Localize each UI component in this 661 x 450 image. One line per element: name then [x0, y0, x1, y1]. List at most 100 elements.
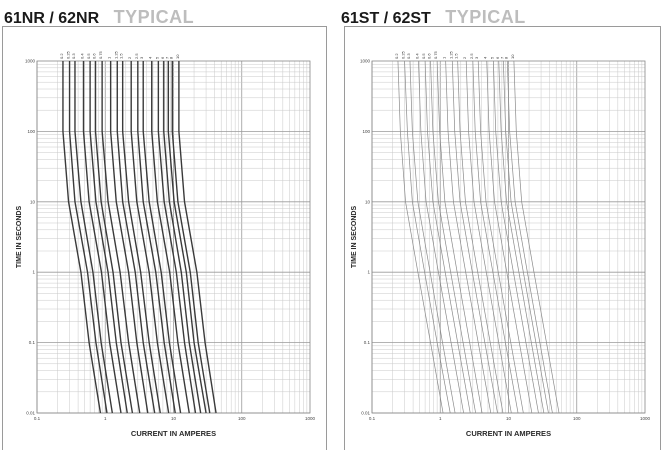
tcc-curve [130, 61, 170, 414]
y-tick-label: 10 [365, 199, 371, 204]
x-tick-label: 100 [573, 416, 581, 421]
curve-rating-label: 1 [107, 56, 112, 59]
tcc-curve [451, 60, 498, 414]
y-tick-label: 0.1 [364, 340, 371, 345]
tcc-curve [157, 61, 197, 414]
chart-frame [2, 26, 327, 450]
curve-rating-label: 10 [175, 54, 180, 59]
curve-rating-label: 8 [503, 56, 508, 59]
tcc-curve [502, 60, 549, 414]
curve-rating-label: 6 [160, 56, 165, 59]
tcc-curve [409, 60, 456, 414]
curve-rating-label: 0.3 [71, 53, 76, 59]
plot-area-border [36, 60, 311, 414]
curve-rating-label: 3 [139, 56, 144, 59]
y-tick-label: 1000 [25, 59, 36, 64]
tcc-curve [142, 61, 182, 414]
x-tick-label: 1 [104, 416, 107, 421]
tcc-curve [151, 61, 190, 414]
tcc-curve [430, 60, 476, 414]
tcc-curve [404, 60, 451, 414]
tcc-curve [486, 60, 533, 414]
x-axis-label: CURRENT IN AMPERES [466, 429, 551, 438]
curve-rating-label: 4 [483, 56, 488, 59]
tcc-curve [472, 60, 519, 414]
tcc-curve [477, 60, 524, 414]
y-tick-label: 0.01 [26, 411, 35, 416]
chart-title-row: 61NR / 62NR TYPICAL [4, 6, 194, 30]
y-tick-label: 0.01 [361, 411, 370, 416]
curve-rating-label: 10 [510, 54, 515, 59]
curve-group [397, 60, 560, 414]
tcc-curve [116, 61, 156, 414]
curve-rating-label: 5 [154, 56, 159, 59]
tcc-curve [424, 60, 471, 414]
y-axis-label: TIME IN SECONDS [16, 206, 23, 269]
curve-rating-label: 5 [489, 56, 494, 59]
tcc-curve [82, 61, 122, 414]
tcc-curve [68, 61, 108, 414]
tcc-curve [137, 61, 176, 414]
tcc-curve [178, 61, 217, 414]
curve-rating-label: 0.25 [66, 50, 71, 59]
curve-rating-label: 0.75 [98, 50, 103, 59]
tcc-curve [109, 61, 149, 414]
curve-rating-label: 3 [474, 56, 479, 59]
curve-rating-label: 0.4 [79, 53, 84, 59]
tcc-curve [121, 61, 161, 414]
curve-rating-label: 0.3 [406, 53, 411, 59]
y-tick-label: 0.1 [29, 340, 36, 345]
curve-rating-label: 1.25 [113, 50, 118, 59]
curve-rating-label: 4 [148, 56, 153, 59]
curve-rating-label: 2.5 [469, 53, 474, 59]
tcc-curve [436, 60, 483, 414]
curve-rating-label: 2 [127, 56, 132, 59]
chart-title-row: 61ST / 62ST TYPICAL [341, 6, 526, 30]
curve-rating-label: 0.5 [86, 53, 91, 59]
curve-rating-label: 0.6 [92, 53, 97, 59]
y-tick-label: 10 [30, 199, 36, 204]
curve-rating-label: 0.75 [433, 50, 438, 59]
curve-rating-label: 2 [462, 56, 467, 59]
tcc-curve [397, 60, 444, 414]
curve-rating-label: 1.5 [119, 53, 124, 59]
curve-rating-label: 0.6 [427, 53, 432, 59]
tcc-curve [457, 60, 504, 414]
plot-area-border [371, 60, 646, 414]
x-tick-label: 0.1 [34, 416, 41, 421]
chart-title: 61ST / 62ST [341, 10, 431, 27]
curve-rating-label: 7 [499, 56, 504, 59]
tcc-curve [513, 60, 560, 414]
tcc-curve [498, 60, 545, 414]
curve-rating-label: 1.25 [448, 50, 453, 59]
x-tick-label: 1000 [305, 416, 316, 421]
tcc-curve [445, 60, 492, 414]
y-axis-label: TIME IN SECONDS [351, 206, 358, 269]
tcc-curve [465, 60, 512, 414]
chart-subtitle: TYPICAL [445, 7, 526, 27]
x-tick-label: 0.1 [369, 416, 376, 421]
chart-panel-61nr: 61NR / 62NR TYPICAL 0.1 1 10 100 1000 1000 10 0… [0, 0, 327, 450]
curve-rating-label: 0.2 [394, 53, 399, 59]
x-tick-label: 10 [506, 416, 512, 421]
chart-panel-61st: 61ST / 62ST TYPICAL 0.1 1 10 100 1000 1000 100… [337, 0, 661, 450]
curve-rating-label: 0.4 [414, 53, 419, 59]
curve-rating-label: 1 [442, 56, 447, 59]
tcc-curve [163, 61, 202, 414]
curve-rating-label: 0.25 [401, 50, 406, 59]
tcc-curve [89, 61, 128, 414]
tcc-curve [167, 61, 207, 414]
y-tick-label: 100 [27, 129, 35, 134]
grid [36, 61, 310, 414]
curve-rating-label: 6 [495, 56, 500, 59]
x-axis-label: CURRENT IN AMPERES [131, 429, 216, 438]
y-tick-label: 1 [367, 270, 370, 275]
tcc-curve [62, 61, 102, 414]
x-tick-label: 1000 [640, 416, 651, 421]
x-tick-label: 10 [171, 416, 177, 421]
curve-rating-label: 7 [164, 56, 169, 59]
chart-subtitle: TYPICAL [113, 7, 195, 27]
chart-title: 61NR / 62NR [4, 10, 100, 27]
